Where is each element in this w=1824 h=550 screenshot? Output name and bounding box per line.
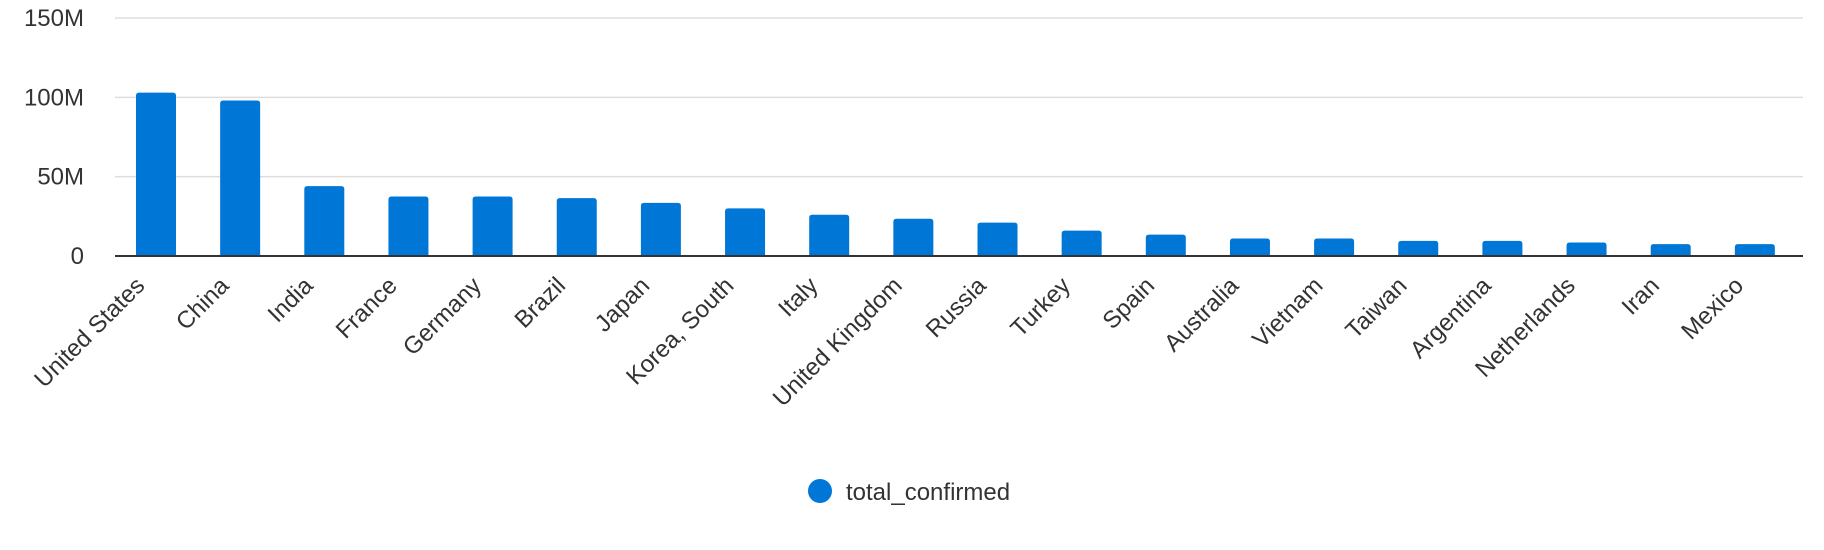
x-tick-label: Mexico [1676,272,1749,345]
x-tick-label: Germany [398,272,487,361]
bar[interactable] [1398,240,1439,256]
bar[interactable] [556,198,597,256]
legend[interactable]: total_confirmed [808,479,1010,506]
bar[interactable] [1061,230,1102,256]
bar[interactable] [1566,242,1607,256]
x-tick-label: United States [29,272,150,393]
x-tick-label: Vietnam [1247,272,1328,353]
x-tick-label: Russia [921,272,992,343]
y-tick-label: 150M [24,5,84,32]
bar[interactable] [893,218,934,256]
x-tick-label: Iran [1617,272,1665,320]
x-tick-label: India [263,272,319,328]
bar[interactable] [1314,238,1355,256]
bar[interactable] [725,208,766,256]
y-tick-label: 100M [24,84,84,111]
bar[interactable] [472,196,513,257]
bar[interactable] [809,214,850,256]
y-axis-ticks: 0 50M 100M 150M [24,5,84,270]
bar[interactable] [1229,238,1270,256]
x-tick-label: Italy [773,272,823,322]
bar[interactable] [640,202,681,256]
bar[interactable] [304,186,345,256]
x-tick-label: Japan [590,272,655,337]
bar[interactable] [1482,240,1523,256]
bar[interactable] [220,100,261,256]
bar[interactable] [1145,234,1186,256]
x-tick-label: Taiwan [1341,272,1413,344]
x-tick-label: Australia [1159,272,1245,358]
legend-marker [808,479,832,503]
legend-label: total_confirmed [846,479,1010,506]
x-tick-label: Brazil [509,272,571,334]
x-tick-label: France [331,272,403,344]
x-tick-label: Spain [1098,272,1161,335]
y-tick-label: 0 [71,243,84,270]
bar[interactable] [1734,244,1775,256]
bars [136,92,1775,257]
x-tick-label: Turkey [1006,272,1076,342]
bar[interactable] [977,222,1018,256]
y-tick-label: 50M [37,164,84,191]
bar[interactable] [388,196,429,257]
x-tick-label: China [171,272,235,336]
gridlines [115,17,1803,178]
bar[interactable] [136,92,176,256]
bar[interactable] [1650,244,1691,256]
